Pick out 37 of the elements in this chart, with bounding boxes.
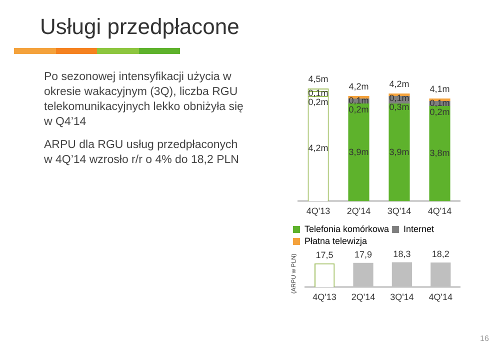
data-label: 17,9 [354,249,372,260]
text: 16 [480,334,489,343]
x-tick-label: 2Q'14 [346,206,371,216]
bar [348,104,370,202]
legend-label: Płatna telewizja [304,236,368,246]
data-label: 0,2m [430,107,450,118]
data-label: 0,2m [308,97,328,108]
data-label: 3,9m [348,146,369,157]
total-label: 4,2m [348,82,369,92]
data-label: 0,3m [389,102,410,112]
data-label: 3,9m [389,146,410,157]
x-tick-label: 4Q'14 [428,206,452,216]
x-tick-label: 4Q'13 [306,206,330,216]
data-label: 18,2 [432,248,450,259]
data-label: 18,3 [393,248,411,259]
chart-title: Usługi przedpłacone [40,14,240,40]
data-label: 0,1m [430,98,450,108]
data-label: 17,5 [316,250,334,260]
total-label: 4,2m [389,79,410,90]
text: Po sezonowej intensyfikacji użycia w okresie wakacyjnym (3Q), liczba RGU telekomunikacyjnych lekko obniżyła się w Q4’14 [44,71,244,128]
legend-label: Internet [404,224,435,234]
data-label: 3,8m [430,148,450,158]
total-label: 4,5m [308,74,328,84]
legend-label: Telefonia komórkowa [304,224,390,234]
x-tick-label: 3Q'14 [387,206,412,216]
text: ARPU dla RGU usług przedpłaconych w 4Q’14 wzrosło r/r o 4% do 18,2 PLN [44,139,239,166]
x-tick-label: 4Q'13 [312,292,336,302]
bar [388,104,410,202]
data-label: 0,2m [348,104,369,115]
data-label: 0,1m [348,96,369,106]
bar [429,106,450,202]
data-label: 4,2m [308,143,328,154]
x-tick-label: 4Q'14 [428,292,453,302]
total-label: 4,1m [430,84,450,94]
x-tick-label: 3Q'14 [390,292,414,302]
x-tick-label: 2Q'14 [351,292,376,302]
data-label: 0,1m [389,93,410,104]
